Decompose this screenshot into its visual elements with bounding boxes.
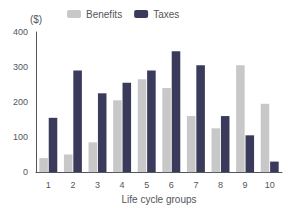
svg-text:3: 3 (95, 180, 100, 190)
svg-text:7: 7 (193, 180, 198, 190)
svg-text:($): ($) (30, 14, 42, 25)
svg-text:0: 0 (23, 167, 28, 177)
svg-text:Taxes: Taxes (153, 9, 179, 20)
svg-text:400: 400 (13, 27, 28, 37)
svg-text:300: 300 (13, 62, 28, 72)
svg-text:6: 6 (169, 180, 174, 190)
svg-text:2: 2 (70, 180, 75, 190)
svg-text:200: 200 (13, 97, 28, 107)
svg-text:1: 1 (46, 180, 51, 190)
svg-text:9: 9 (243, 180, 248, 190)
svg-text:5: 5 (144, 180, 149, 190)
svg-text:100: 100 (13, 132, 28, 142)
svg-text:8: 8 (218, 180, 223, 190)
svg-text:4: 4 (120, 180, 125, 190)
svg-text:Benefits: Benefits (86, 9, 122, 20)
svg-text:Life cycle groups: Life cycle groups (121, 194, 196, 205)
svg-text:10: 10 (265, 180, 275, 190)
